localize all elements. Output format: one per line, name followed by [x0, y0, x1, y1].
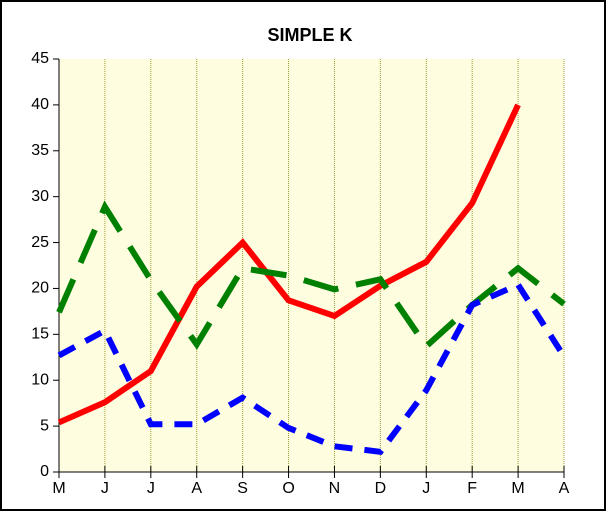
x-tick-label: A	[559, 480, 570, 497]
y-tick-label: 35	[31, 142, 49, 159]
x-tick-label: A	[191, 480, 202, 497]
y-tick-label: 25	[31, 234, 49, 251]
x-tick-label: J	[101, 480, 109, 497]
x-tick-label: M	[511, 480, 524, 497]
y-tick-label: 15	[31, 326, 49, 343]
x-tick-label: J	[422, 480, 430, 497]
series-line	[57, 280, 567, 455]
series-line	[56, 200, 566, 351]
y-tick-label: 10	[31, 371, 49, 388]
y-tick-label: 5	[40, 417, 49, 434]
series-line	[57, 103, 521, 426]
x-tick-label: D	[375, 480, 387, 497]
y-tick-label: 30	[31, 188, 49, 205]
chart-title: SIMPLE K	[267, 25, 352, 45]
y-tick-label: 0	[40, 463, 49, 480]
x-tick-label: N	[329, 480, 341, 497]
plot-area	[59, 59, 564, 472]
x-tick-label: M	[52, 480, 65, 497]
y-tick-label: 45	[31, 50, 49, 67]
x-tick-label: S	[237, 480, 248, 497]
x-tick-label: O	[282, 480, 294, 497]
x-tick-label: F	[467, 480, 477, 497]
y-tick-label: 40	[31, 96, 49, 113]
x-tick-label: J	[147, 480, 155, 497]
y-tick-label: 20	[31, 280, 49, 297]
